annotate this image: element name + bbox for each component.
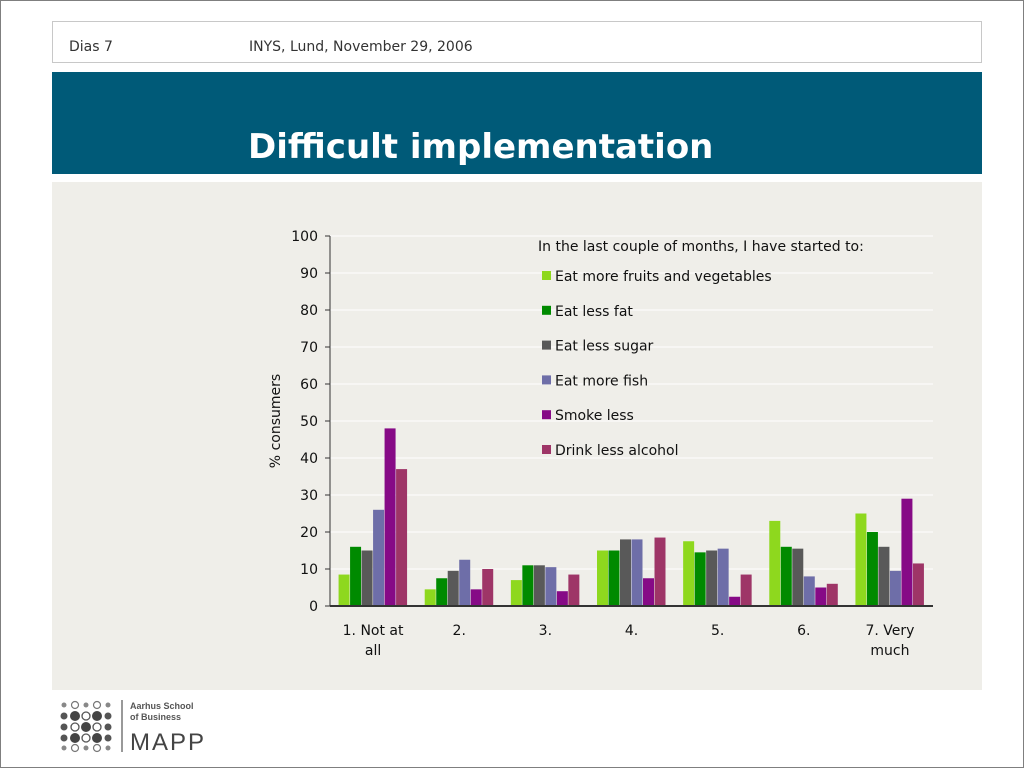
legend-swatch bbox=[542, 271, 551, 280]
legend-swatch bbox=[542, 445, 551, 454]
y-tick-label: 20 bbox=[300, 525, 318, 541]
bar bbox=[780, 546, 792, 606]
bar bbox=[901, 498, 913, 606]
y-axis-label: % consumers bbox=[268, 374, 284, 468]
legend-swatch bbox=[542, 305, 551, 315]
legend-label: Drink less alcohol bbox=[555, 443, 678, 459]
bar bbox=[706, 550, 718, 606]
legend-swatch bbox=[542, 410, 551, 420]
legend-label: Smoke less bbox=[555, 408, 634, 424]
y-tick-label: 70 bbox=[300, 340, 318, 356]
legend-label: Eat less sugar bbox=[555, 339, 654, 355]
category-label: 5. bbox=[711, 623, 724, 639]
bar bbox=[384, 428, 396, 606]
bar bbox=[740, 574, 752, 606]
logo-line2: of Business bbox=[130, 712, 181, 722]
content-area: 0 10 20 30 40 50 60 70 80 90 100 1. Not at all 2. 3. 4.… bbox=[52, 182, 982, 690]
category-label: 2. bbox=[453, 623, 466, 639]
bar bbox=[878, 546, 890, 606]
bar bbox=[912, 563, 924, 606]
y-tick-label: 10 bbox=[300, 562, 318, 578]
bar bbox=[338, 574, 350, 606]
y-tick-label: 0 bbox=[309, 599, 318, 615]
y-tick-label: 100 bbox=[291, 229, 318, 245]
y-tick-label: 80 bbox=[300, 303, 318, 319]
legend-swatch bbox=[542, 375, 551, 385]
bar bbox=[643, 578, 654, 606]
category-label: 1. Not at bbox=[343, 623, 404, 639]
category-label: 4. bbox=[625, 623, 638, 639]
bar bbox=[826, 583, 838, 606]
bar bbox=[769, 520, 781, 606]
bar bbox=[482, 569, 494, 606]
bar bbox=[361, 550, 373, 606]
title-band: Difficult implementation bbox=[52, 72, 982, 174]
bar bbox=[717, 548, 729, 606]
category-label: all bbox=[365, 643, 381, 659]
y-tick-label: 30 bbox=[300, 488, 318, 504]
logo-brand: MAPP bbox=[130, 729, 206, 755]
category-label: 7. Very bbox=[865, 623, 914, 639]
bar bbox=[510, 580, 522, 606]
bar bbox=[396, 469, 408, 606]
bar bbox=[350, 546, 362, 606]
y-tick-label: 40 bbox=[300, 451, 318, 467]
slide-number: Dias 7 bbox=[69, 39, 113, 55]
bar bbox=[729, 596, 741, 606]
y-tick-label: 50 bbox=[300, 414, 318, 430]
bar bbox=[631, 539, 643, 606]
bar bbox=[447, 570, 459, 606]
bar bbox=[436, 578, 448, 606]
header-bar: Dias 7 INYS, Lund, November 29, 2006 bbox=[52, 21, 982, 63]
slide-title: Difficult implementation bbox=[248, 127, 714, 167]
aarhus-mapp-logo: Aarhus School of Business MAPP bbox=[60, 700, 206, 755]
bar bbox=[459, 559, 471, 606]
legend-label: Eat more fruits and vegetables bbox=[555, 269, 772, 285]
bar bbox=[803, 576, 815, 606]
y-tick-label: 90 bbox=[300, 266, 318, 282]
bar bbox=[683, 541, 695, 606]
bar bbox=[424, 589, 436, 606]
legend-label: Eat more fish bbox=[555, 373, 648, 389]
bar bbox=[533, 565, 545, 606]
bar bbox=[545, 567, 557, 606]
bar bbox=[654, 537, 666, 606]
category-label: 6. bbox=[797, 623, 810, 639]
logo-line1: Aarhus School bbox=[130, 701, 194, 711]
bar bbox=[522, 565, 534, 606]
bar-chart: 0 10 20 30 40 50 60 70 80 90 100 1. Not at all 2. 3. 4.… bbox=[268, 229, 933, 659]
bar bbox=[568, 574, 580, 606]
y-tick-label: 60 bbox=[300, 377, 318, 393]
bar bbox=[792, 548, 804, 606]
bar bbox=[815, 587, 827, 606]
bar bbox=[855, 513, 867, 606]
bar bbox=[866, 532, 878, 606]
bar bbox=[620, 539, 631, 606]
bar bbox=[889, 570, 901, 606]
bar bbox=[470, 589, 482, 606]
bar bbox=[556, 591, 568, 606]
event-info: INYS, Lund, November 29, 2006 bbox=[249, 39, 473, 55]
legend-swatch bbox=[542, 340, 551, 350]
bar bbox=[597, 550, 608, 606]
category-label: 3. bbox=[539, 623, 552, 639]
bar bbox=[373, 509, 385, 606]
category-label: much bbox=[870, 643, 909, 659]
logo-dot-pattern bbox=[60, 700, 112, 753]
legend-label: Eat less fat bbox=[555, 304, 633, 320]
bar bbox=[694, 552, 706, 606]
bar bbox=[608, 550, 620, 606]
chart-title: In the last couple of months, I have sta… bbox=[538, 239, 864, 255]
